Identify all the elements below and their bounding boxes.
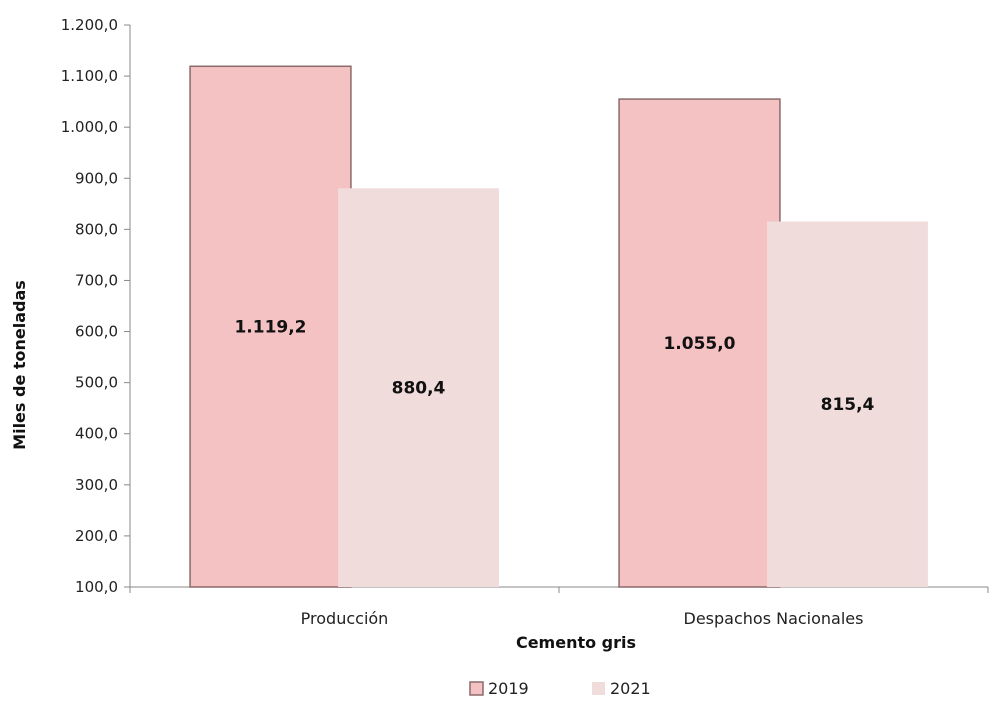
- data-label: 815,4: [821, 395, 875, 415]
- bars: [189, 65, 928, 588]
- legend: 2019 2021: [469, 679, 651, 698]
- y-tick-label: 700,0: [75, 271, 118, 289]
- data-label: 1.055,0: [663, 334, 735, 354]
- y-tick-label: 1.000,0: [61, 118, 118, 136]
- x-tick-label: Producción: [301, 609, 389, 628]
- y-tick-label: 200,0: [75, 527, 118, 545]
- legend-swatch: [592, 682, 605, 695]
- bar-2021-0: [338, 188, 499, 587]
- y-axis-title: Miles de toneladas: [10, 280, 29, 450]
- data-label: 1.119,2: [234, 318, 306, 338]
- x-tick-label: Despachos Nacionales: [684, 609, 864, 628]
- y-axis: 100,0 200,0 300,0 400,0 500,0 600,0 700,0 800,0…: [61, 16, 131, 596]
- y-tick-label: 1.200,0: [61, 16, 118, 34]
- bar-2021-1: [767, 221, 928, 587]
- y-tick-label: 100,0: [75, 578, 118, 596]
- x-axis: Producción Despachos Nacionales: [129, 586, 989, 628]
- legend-label: 2019: [488, 679, 529, 698]
- y-tick-label: 1.100,0: [61, 67, 118, 85]
- data-label: 880,4: [392, 379, 446, 399]
- legend-label: 2021: [610, 679, 651, 698]
- y-tick-label: 300,0: [75, 476, 118, 494]
- bar-2019-1: [618, 98, 781, 588]
- y-tick-label: 400,0: [75, 425, 118, 443]
- x-axis-title: Cemento gris: [516, 633, 636, 652]
- data-labels: 1.119,2 880,4 1.055,0 815,4: [234, 318, 874, 416]
- y-tick-label: 500,0: [75, 374, 118, 392]
- y-tick-label: 600,0: [75, 323, 118, 341]
- legend-swatch: [469, 681, 484, 696]
- bar-2019-0: [189, 65, 352, 588]
- y-tick-label: 900,0: [75, 169, 118, 187]
- y-tick-label: 800,0: [75, 220, 118, 238]
